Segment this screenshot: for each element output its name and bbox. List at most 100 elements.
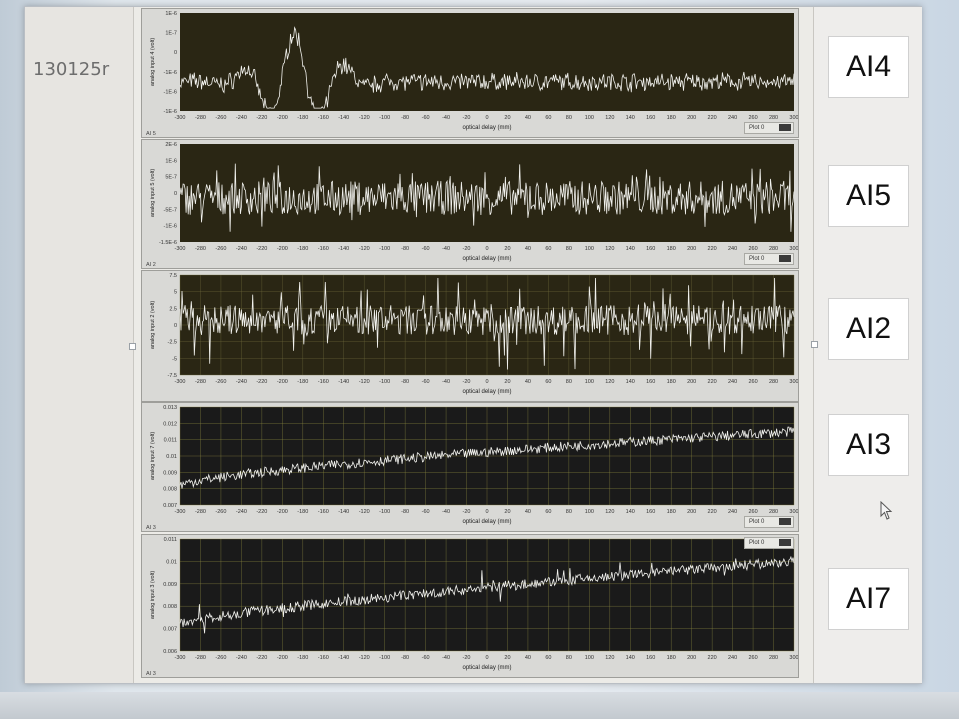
channel-tag-ai3: AI3	[828, 414, 909, 476]
x-tick-label: -160	[318, 246, 329, 252]
y-tick-label: 0.012	[163, 421, 177, 427]
x-tick-label: 160	[646, 246, 655, 252]
plot-swatch-icon	[779, 539, 791, 546]
x-tick-label: 140	[626, 115, 635, 121]
graph-ai2[interactable]: -300 -280 -260 -240 -220 -200 -180 -160 -140 -120…	[141, 270, 799, 402]
x-tick-label: 280	[769, 246, 778, 252]
y-tick-label: -1E-6	[164, 224, 177, 230]
x-tick-label: -200	[277, 509, 288, 515]
x-tick-label: -280	[195, 379, 206, 385]
graph-ai4[interactable]: -300 -280 -260 -240 -220 -200 -180 -160 -140 -120…	[141, 8, 799, 138]
x-tick-label: 80	[566, 509, 572, 515]
x-tick-label: 280	[769, 509, 778, 515]
x-tick-label: -200	[277, 379, 288, 385]
y-tick-label: 0.007	[163, 503, 177, 509]
x-tick-label: -220	[256, 115, 267, 121]
x-tick-label: -140	[338, 655, 349, 661]
x-tick-label: -220	[256, 509, 267, 515]
x-tick-label: 180	[667, 509, 676, 515]
graph-ai7-svg: -300 -280 -260 -240 -220 -200 -180 -160 -140 -120…	[146, 537, 798, 677]
x-tick-label: 240	[728, 655, 737, 661]
x-tick-label: 140	[626, 379, 635, 385]
y-tick-label: 1E-6	[165, 158, 177, 164]
x-tick-label: -100	[379, 379, 390, 385]
x-tick-label: -20	[463, 655, 471, 661]
graph-ai4-legend[interactable]: Plot 0	[744, 122, 794, 134]
graph-ai3-svg: -300 -280 -260 -240 -220 -200 -180 -160 -140 -120…	[146, 405, 798, 531]
x-tick-label: -220	[256, 246, 267, 252]
graph-ai7[interactable]: -300 -280 -260 -240 -220 -200 -180 -160 -140 -120…	[141, 534, 799, 678]
plot-swatch-icon	[779, 518, 791, 525]
x-tick-label: 120	[605, 655, 614, 661]
x-tick-label: -280	[195, 115, 206, 121]
y-tick-label: 0.008	[163, 604, 177, 610]
x-tick-label: 220	[708, 509, 717, 515]
y-tick-label: 0.011	[164, 537, 177, 543]
x-tick-label: -300	[174, 655, 185, 661]
left-splitter-handle[interactable]	[129, 343, 136, 350]
x-tick-label: 120	[605, 246, 614, 252]
x-tick-label: -100	[379, 115, 390, 121]
y-tick-label: -2.5	[168, 340, 177, 346]
x-tick-label: -80	[401, 115, 409, 121]
y-tick-label: -1E-6	[164, 89, 177, 95]
y-tick-label: 5E-7	[165, 175, 177, 181]
x-tick-label: -220	[256, 379, 267, 385]
x-tick-label: 260	[748, 115, 757, 121]
x-tick-label: 140	[626, 655, 635, 661]
x-tick-label: -180	[297, 115, 308, 121]
y-tick-label: 5	[174, 290, 177, 296]
x-tick-label: 160	[646, 655, 655, 661]
graph-ai5-legend[interactable]: Plot 0	[744, 253, 794, 265]
x-tick-label: -80	[401, 655, 409, 661]
x-tick-label: 260	[748, 379, 757, 385]
graph-ai5-svg: -300 -280 -260 -240 -220 -200 -180 -160 -140 -120…	[146, 142, 798, 268]
x-tick-label: -260	[215, 379, 226, 385]
x-tick-label: -140	[338, 246, 349, 252]
x-tick-label: -300	[174, 379, 185, 385]
y-tick-label: 0	[174, 50, 177, 56]
x-tick-label: 280	[769, 379, 778, 385]
trace-line	[179, 555, 795, 634]
x-tick-label: 200	[687, 655, 696, 661]
graph-ai3-legend[interactable]: Plot 0	[744, 516, 794, 528]
left-pane: 130125r	[25, 7, 134, 683]
trace-line	[179, 426, 795, 489]
x-tick-label: 300	[789, 115, 798, 121]
x-tick-label: 80	[566, 115, 572, 121]
x-tick-label: 40	[525, 655, 531, 661]
graph-ai5[interactable]: -300 -280 -260 -240 -220 -200 -180 -160 -140 -120…	[141, 139, 799, 269]
right-splitter-handle[interactable]	[811, 341, 818, 348]
x-tick-label: -280	[195, 509, 206, 515]
x-tick-label: 40	[525, 509, 531, 515]
x-tick-label: 20	[504, 509, 510, 515]
x-tick-label: 100	[585, 115, 594, 121]
x-tick-label: 140	[626, 246, 635, 252]
x-tick-label: 180	[667, 655, 676, 661]
x-tick-label: -140	[338, 115, 349, 121]
y-tick-label: 0.011	[164, 438, 177, 444]
x-tick-label: -60	[422, 655, 430, 661]
x-tick-label: 220	[708, 115, 717, 121]
x-tick-label: 200	[687, 379, 696, 385]
x-tick-label: -160	[318, 379, 329, 385]
x-tick-label: 100	[585, 379, 594, 385]
y-tick-label: 0.009	[163, 582, 177, 588]
graph-ai7-legend[interactable]: Plot 0	[744, 537, 794, 549]
y-axis-label: analog input 7 (volt)	[150, 432, 156, 480]
plot-area	[180, 13, 794, 111]
graph-ai3[interactable]: -300 -280 -260 -240 -220 -200 -180 -160 -140 -120…	[141, 402, 799, 532]
x-tick-label: -60	[422, 509, 430, 515]
x-tick-label: -240	[236, 379, 247, 385]
x-axis-label: optical delay (mm)	[462, 665, 511, 671]
x-tick-label: -300	[174, 509, 185, 515]
x-tick-label: 80	[566, 246, 572, 252]
x-tick-label: -100	[379, 509, 390, 515]
x-tick-label: 260	[748, 655, 757, 661]
x-tick-label: -160	[318, 655, 329, 661]
x-tick-label: -120	[359, 246, 370, 252]
y-tick-label: -1E-6	[164, 109, 177, 115]
x-tick-label: -100	[379, 655, 390, 661]
x-tick-label: 220	[708, 655, 717, 661]
x-tick-label: 0	[485, 246, 488, 252]
